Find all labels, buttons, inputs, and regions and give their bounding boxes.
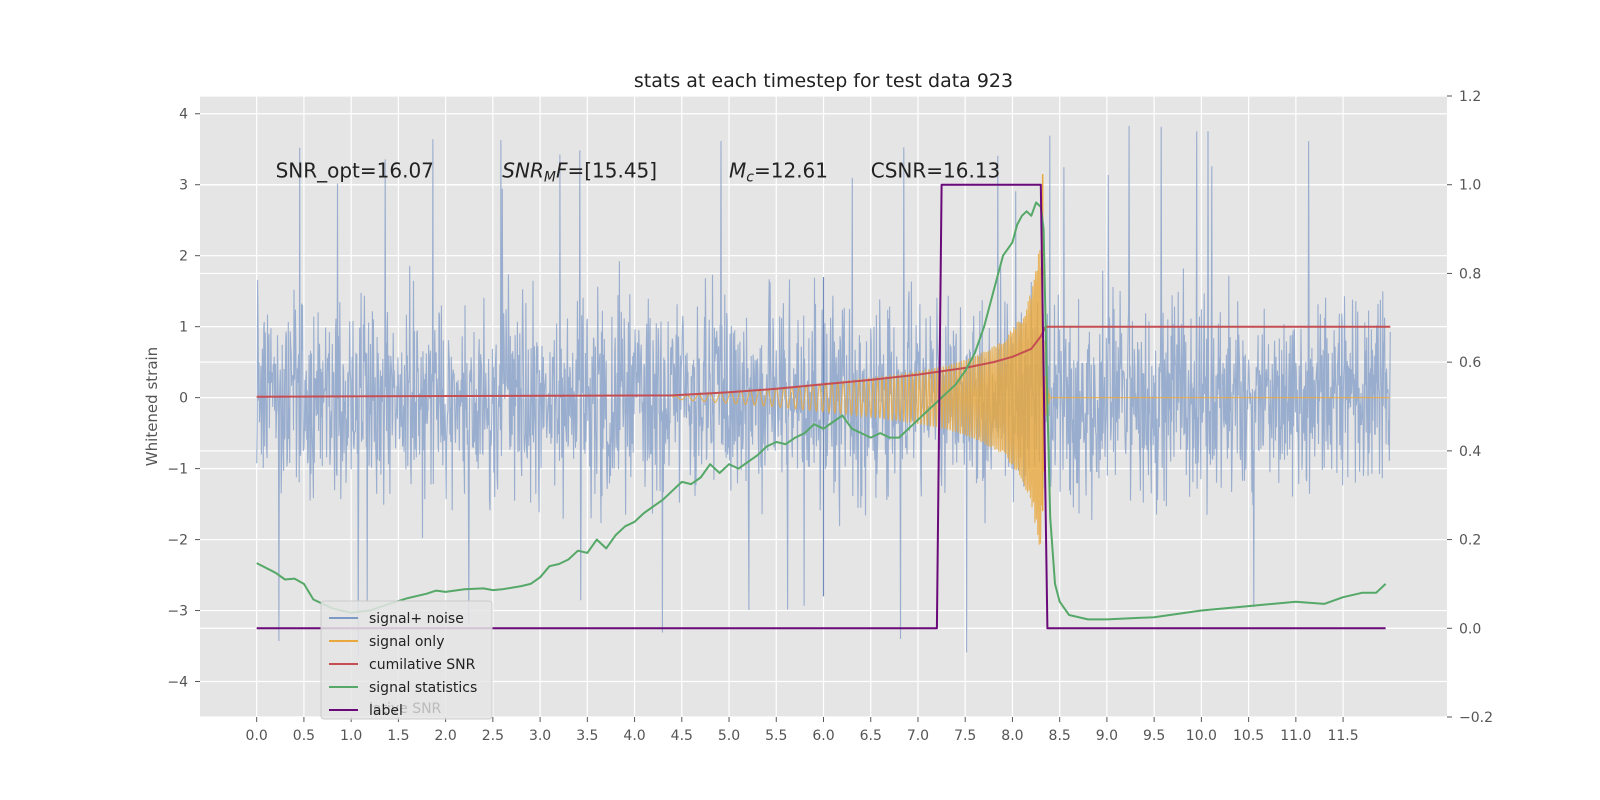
y2-tick-label: 1.0: [1459, 178, 1481, 194]
x-tick-label: 1.5: [387, 728, 409, 744]
x-tick-label: 7.0: [907, 728, 929, 744]
y-tick-label: −4: [167, 675, 188, 691]
annotation-part: SNR: [502, 159, 544, 183]
x-tick-label: 4.0: [623, 728, 645, 744]
x-tick-label: 1.0: [340, 728, 362, 744]
x-tick-label: 2.0: [434, 728, 456, 744]
y2-tick-label: 1.2: [1459, 89, 1481, 105]
y2-tick-label: 0.6: [1459, 355, 1481, 371]
x-tick-label: 6.0: [812, 728, 834, 744]
x-tick-label: 6.5: [860, 728, 882, 744]
series-layer: [256, 125, 1391, 656]
x-tick-label: 10.0: [1186, 728, 1217, 744]
x-tick-label: 9.5: [1143, 728, 1165, 744]
axes-layer: 0.0 0.5 1.0 1.5 2.0 2.5 3.0 3.5 4.0 4.5 5.0 5.5 6.0 6…: [167, 89, 1493, 744]
x-tick-label: 10.5: [1233, 728, 1264, 744]
x-tick-label: 5.0: [718, 728, 740, 744]
y-axis-label: Whitened strain: [143, 347, 161, 466]
legend: lative SNR signal+ noise signal only cumila…: [320, 600, 493, 720]
x-tick-label: 5.5: [765, 728, 787, 744]
x-tick-label: 2.5: [482, 728, 504, 744]
annotation-part: M: [729, 159, 746, 183]
x-tick-label: 0.5: [293, 728, 315, 744]
annotation-part: SNR_opt=16.07: [276, 159, 434, 183]
annotation-part: =[15.45]: [567, 159, 657, 183]
annotation-1: SNR_opt=16.07: [276, 159, 434, 183]
legend-label-signal-only: signal only: [369, 634, 444, 650]
y2-tick-label: 0.0: [1459, 621, 1481, 637]
series-label: [256, 183, 1386, 630]
annotation-part: F: [556, 159, 568, 183]
annotation-part: CSNR=16.13: [871, 159, 1001, 183]
y2-tick-label: 0.4: [1459, 444, 1481, 460]
x-tick-label: 3.0: [529, 728, 551, 744]
annotation-4: CSNR=16.13: [871, 159, 1001, 183]
annotation-part: M: [544, 170, 556, 186]
y-tick-label: 0: [179, 391, 188, 407]
x-tick-label: 11.5: [1327, 728, 1358, 744]
x-tick-label: 4.5: [671, 728, 693, 744]
chart-title: stats at each timestep for test data 923: [634, 70, 1013, 92]
x-tick-label: 9.0: [1096, 728, 1118, 744]
y2-tick-label: 0.2: [1459, 533, 1481, 549]
annotation-part: =12.61: [754, 159, 828, 183]
y-tick-label: 1: [179, 320, 188, 336]
annotation-2: SNRMF=[15.45]: [502, 159, 657, 186]
x-tick-label: 11.0: [1280, 728, 1311, 744]
y-tick-label: 3: [179, 178, 188, 194]
y-tick-label: 4: [179, 107, 188, 123]
legend-label-label: label: [369, 703, 403, 719]
x-tick-label: 7.5: [954, 728, 976, 744]
x-tick-label: 8.5: [1049, 728, 1071, 744]
x-tick-label: 8.0: [1001, 728, 1023, 744]
y2-tick-label: 0.8: [1459, 266, 1481, 282]
legend-label-signal-noise: signal+ noise: [369, 611, 464, 627]
annotations: SNR_opt=16.07 SNRMF=[15.45] Mc=12.61 CSNR=1…: [276, 159, 1001, 186]
y-tick-label: 2: [179, 249, 188, 265]
legend-label-cumilative-snr: cumilative SNR: [369, 657, 476, 673]
series-cumilative-snr: [256, 325, 1391, 398]
y-tick-label: −2: [167, 533, 188, 549]
legend-ghost-text: lative SNR: [369, 701, 442, 717]
legend-box: [320, 600, 493, 720]
annotation-3: Mc=12.61: [729, 159, 828, 186]
y-tick-label: −3: [167, 604, 188, 620]
y2-tick-label: −0.2: [1459, 710, 1493, 726]
y-tick-label: −1: [167, 462, 188, 478]
legend-label-signal-statistics: signal statistics: [369, 680, 477, 696]
x-tick-label: 0.0: [246, 728, 268, 744]
series-signal-statistics: [256, 201, 1387, 621]
annotation-part: c: [746, 170, 754, 186]
x-tick-label: 3.5: [576, 728, 598, 744]
